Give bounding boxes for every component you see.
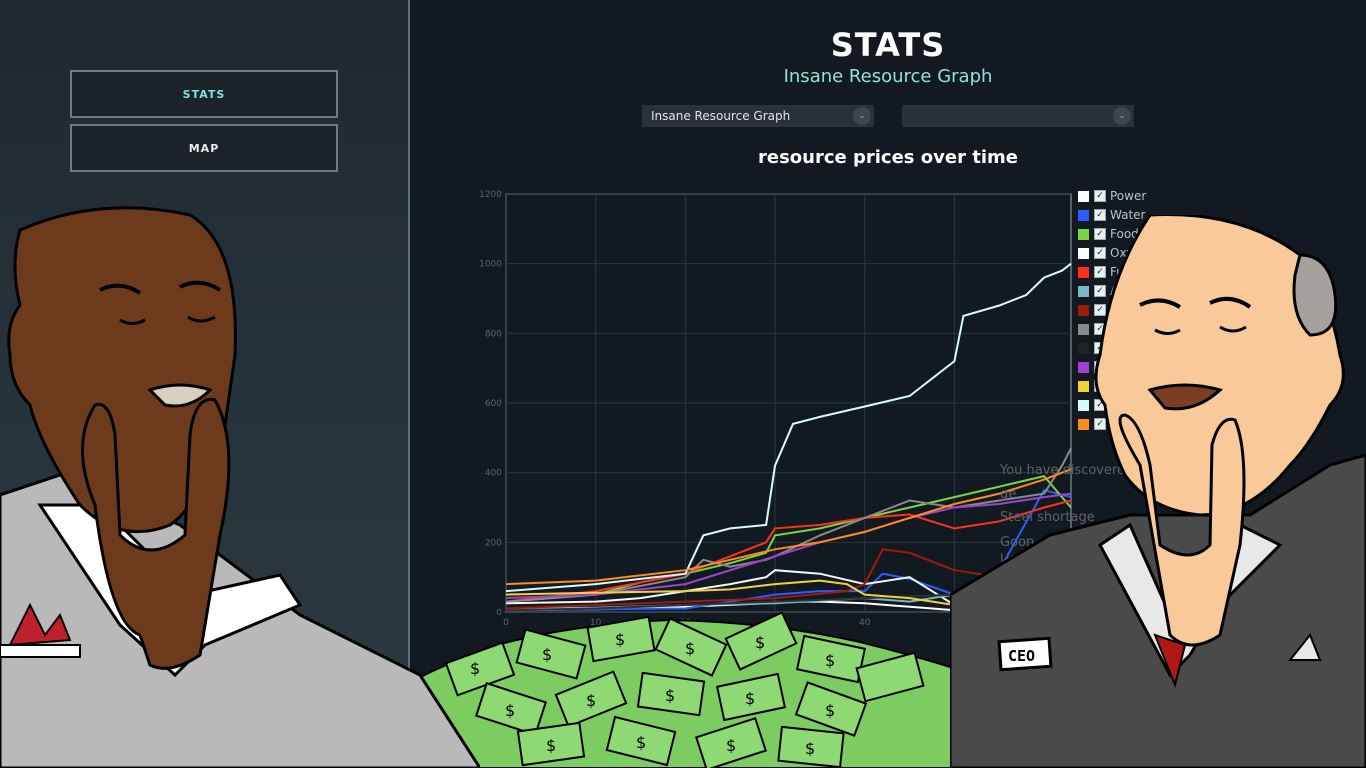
- series-line-glass: [505, 262, 1072, 593]
- news-line: ge: [1000, 487, 1017, 502]
- legend-checkbox[interactable]: ✓: [1094, 209, 1106, 221]
- svg-text:$: $: [665, 686, 675, 705]
- legend-checkbox[interactable]: ✓: [1094, 418, 1106, 430]
- news-line: Steel shortage: [1000, 510, 1095, 525]
- svg-text:$: $: [636, 733, 646, 752]
- svg-text:$: $: [825, 651, 835, 670]
- page-title: STATS: [830, 26, 946, 64]
- legend-item[interactable]: ✓ Food: [1078, 225, 1139, 243]
- legend-swatch: [1078, 361, 1089, 373]
- svg-text:$: $: [546, 736, 556, 755]
- legend-swatch: [1078, 380, 1089, 392]
- y-tick-label: 1000: [479, 260, 502, 270]
- series-line-steel: [505, 447, 1072, 603]
- chevron-down-icon[interactable]: ⌄: [853, 107, 871, 125]
- x-tick-label: 40: [859, 618, 871, 628]
- legend-label: Power: [1110, 189, 1147, 203]
- money-pile-illustration: $ $ $ $ $ $ $ $ $ $ $ $ $ $ $: [410, 612, 966, 768]
- series-line-oxygen: [505, 569, 955, 606]
- legend-label: Food: [1110, 227, 1139, 241]
- page-subtitle: Insane Resource Graph: [783, 66, 993, 87]
- svg-text:$: $: [805, 739, 815, 758]
- legend-swatch: [1078, 342, 1089, 354]
- stats-nav-button[interactable]: STATS: [70, 70, 338, 118]
- chart-title: resource prices over time: [758, 147, 1018, 168]
- graph-select-dropdown[interactable]: Insane Resource Graph ⌄: [642, 105, 874, 127]
- legend-swatch: [1078, 418, 1089, 430]
- legend-item[interactable]: ✓ Power: [1078, 187, 1146, 205]
- legend-swatch: [1078, 285, 1089, 297]
- legend-swatch: [1078, 323, 1089, 335]
- right-character-illustration: CEO: [950, 215, 1366, 768]
- svg-text:$: $: [745, 689, 755, 708]
- legend-checkbox[interactable]: ✓: [1094, 247, 1106, 259]
- legend-checkbox[interactable]: ✓: [1094, 304, 1106, 316]
- legend-label: Water: [1110, 208, 1146, 222]
- svg-text:$: $: [615, 630, 625, 649]
- legend-swatch: [1078, 209, 1089, 221]
- svg-text:$: $: [586, 691, 596, 710]
- y-tick-label: 200: [485, 538, 502, 548]
- y-tick-label: 400: [485, 469, 502, 479]
- chevron-down-icon[interactable]: ⌄: [1113, 107, 1131, 125]
- news-line: You have discovere: [1000, 463, 1126, 478]
- series-line-silicon: [505, 579, 1000, 610]
- map-nav-button[interactable]: MAP: [70, 124, 338, 172]
- y-tick-label: 800: [485, 329, 502, 339]
- svg-text:$: $: [505, 701, 515, 720]
- svg-text:$: $: [542, 645, 552, 664]
- y-tick-label: 600: [485, 399, 502, 409]
- series-line-electronics: [505, 468, 1072, 586]
- x-tick-label: 10: [590, 618, 602, 628]
- legend-swatch: [1078, 247, 1089, 259]
- ceo-badge-text: CEO: [1008, 647, 1035, 665]
- resource-price-chart: 02004006008001000120001020304050: [479, 190, 1072, 628]
- secondary-select-dropdown[interactable]: ⌄: [902, 105, 1134, 127]
- svg-text:$: $: [825, 701, 835, 720]
- legend-item[interactable]: ✓ Water: [1078, 206, 1145, 224]
- legend-checkbox[interactable]: ✓: [1094, 285, 1106, 297]
- legend-checkbox[interactable]: ✓: [1094, 228, 1106, 240]
- legend-swatch: [1078, 304, 1089, 316]
- legend-swatch: [1078, 228, 1089, 240]
- graph-select-value: Insane Resource Graph: [651, 109, 791, 123]
- y-tick-label: 0: [496, 608, 502, 618]
- legend-swatch: [1078, 266, 1089, 278]
- svg-text:$: $: [685, 639, 695, 658]
- legend-swatch: [1078, 399, 1089, 411]
- legend-swatch: [1078, 190, 1089, 202]
- y-tick-label: 1200: [479, 190, 502, 200]
- svg-text:$: $: [726, 736, 736, 755]
- legend-checkbox[interactable]: ✓: [1094, 266, 1106, 278]
- legend-checkbox[interactable]: ✓: [1094, 190, 1106, 202]
- x-tick-label: 0: [503, 618, 509, 628]
- svg-text:$: $: [470, 659, 480, 678]
- svg-text:$: $: [755, 633, 765, 652]
- left-character-illustration: [0, 206, 480, 768]
